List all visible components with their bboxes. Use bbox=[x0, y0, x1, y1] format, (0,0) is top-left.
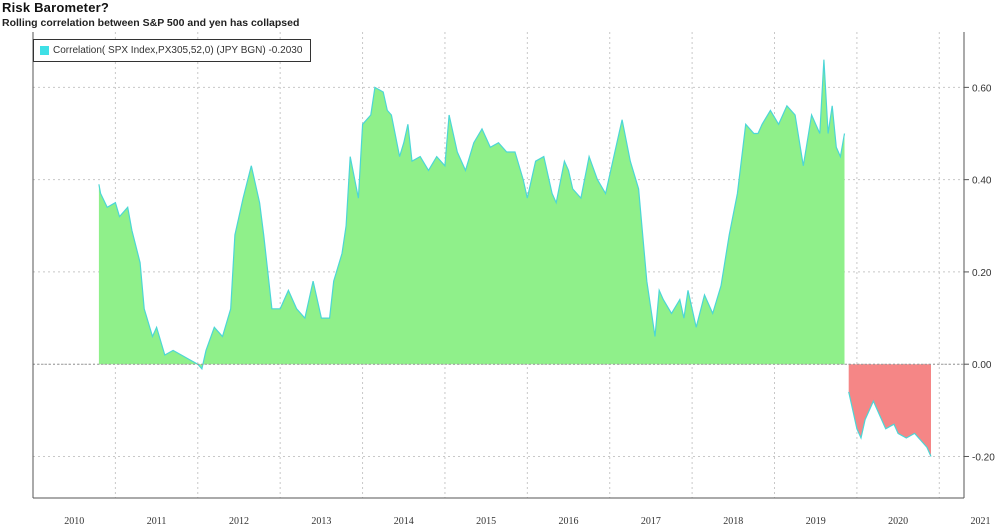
chart-title: Risk Barometer? bbox=[2, 0, 110, 15]
x-tick-label: 2014 bbox=[394, 516, 414, 527]
plot-frame bbox=[32, 32, 969, 499]
x-tick-label: 2018 bbox=[723, 516, 743, 527]
y-tick-label: 0.60 bbox=[972, 83, 992, 94]
y-tick-label: 0.40 bbox=[972, 176, 992, 187]
x-tick-label: 2015 bbox=[476, 516, 496, 527]
x-tick-label: 2010 bbox=[64, 516, 84, 527]
y-tick-label: 0.20 bbox=[972, 268, 992, 279]
x-tick-label: 2017 bbox=[641, 516, 661, 527]
x-axis-ticks: 2010 2011 2012 2013 2014 2015 2016 2017 2018 2019… bbox=[64, 516, 990, 527]
y-tick-label: 0.00 bbox=[972, 360, 992, 371]
x-tick-label: 2019 bbox=[806, 516, 826, 527]
x-tick-label: 2020 bbox=[888, 516, 908, 527]
legend-swatch bbox=[40, 46, 49, 55]
x-tick-label: 2012 bbox=[229, 516, 249, 527]
data-areas bbox=[98, 59, 932, 457]
y-axis-ticks: -0.20 0.00 0.20 0.40 0.60 bbox=[972, 83, 995, 463]
legend: Correlation( SPX Index,PX305,52,0) (JPY … bbox=[33, 39, 312, 62]
y-tick-label: -0.20 bbox=[972, 452, 995, 463]
x-tick-label: 2013 bbox=[311, 516, 331, 527]
legend-label: Correlation( SPX Index,PX305,52,0) (JPY … bbox=[53, 45, 303, 56]
series-line bbox=[98, 59, 846, 371]
series-line bbox=[848, 391, 932, 457]
x-tick-label: 2021 bbox=[970, 516, 990, 527]
x-tick-label: 2016 bbox=[559, 516, 579, 527]
chart-subtitle: Rolling correlation between S&P 500 and … bbox=[2, 17, 300, 29]
positive-area bbox=[98, 59, 845, 369]
x-tick-label: 2011 bbox=[147, 516, 167, 527]
negative-area bbox=[848, 364, 931, 457]
